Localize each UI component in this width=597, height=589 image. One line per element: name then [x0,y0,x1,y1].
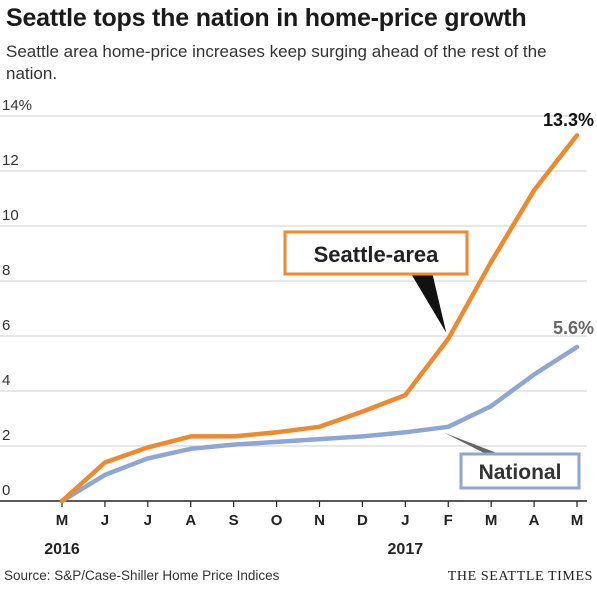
y-tick-label: 8 [2,262,10,279]
national-callout-box [459,452,581,490]
national-callout-pointer [444,432,502,455]
x-tick-label: F [444,512,453,529]
x-tick-label: O [271,512,283,529]
y-tick-label: 14% [2,97,32,114]
publisher-logo: THE SEATTLE TIMES [447,569,593,584]
y-tick-label: 6 [2,317,10,334]
chart-title: Seattle tops the nation in home-price gr… [6,4,527,32]
x-tick-label: M [571,512,584,529]
series-lines [59,133,580,504]
y-tick-label: 2 [2,427,10,444]
national-line [59,344,580,504]
y-tick-label: 10 [2,207,19,224]
national-callout-label: National [479,461,562,484]
x-tick-label: M [485,512,498,529]
x-tick-label: D [357,512,368,529]
y-tick-label: 0 [2,482,10,499]
x-tick-label: A [529,512,540,529]
series-callouts: Seattle-area National [283,230,581,490]
national-end-label: 5.6% [553,318,594,338]
x-tick-label: J [101,512,109,529]
x-tick-label: N [314,512,325,529]
chart-subtitle: Seattle area home-price increases keep s… [6,42,547,83]
x-axis-tick-labels: M J J A S O N D J F M A M 2016 2017 [44,501,583,558]
year-label: 2017 [388,541,424,558]
seattle-callout-box [283,230,469,276]
series-end-labels: 13.3% 5.6% [543,110,594,338]
grid-lines [0,115,587,502]
seattle-callout-pointer [410,272,447,333]
x-tick-label: A [185,512,196,529]
y-axis-tick-labels: 0 2 4 6 8 10 12 14% [2,97,32,499]
seattle-callout-label: Seattle-area [314,242,440,267]
source-note: Source: S&P/Case-Shiller Home Price Indi… [4,568,280,583]
seattle-area-line [59,133,580,504]
year-label: 2016 [44,541,80,558]
seattle-end-label: 13.3% [543,110,594,130]
x-tick-label: J [401,512,409,529]
y-tick-label: 4 [2,372,10,389]
x-tick-label: J [144,512,152,529]
y-tick-label: 12 [2,152,19,169]
x-tick-label: S [229,512,239,529]
x-tick-label: M [56,512,69,529]
